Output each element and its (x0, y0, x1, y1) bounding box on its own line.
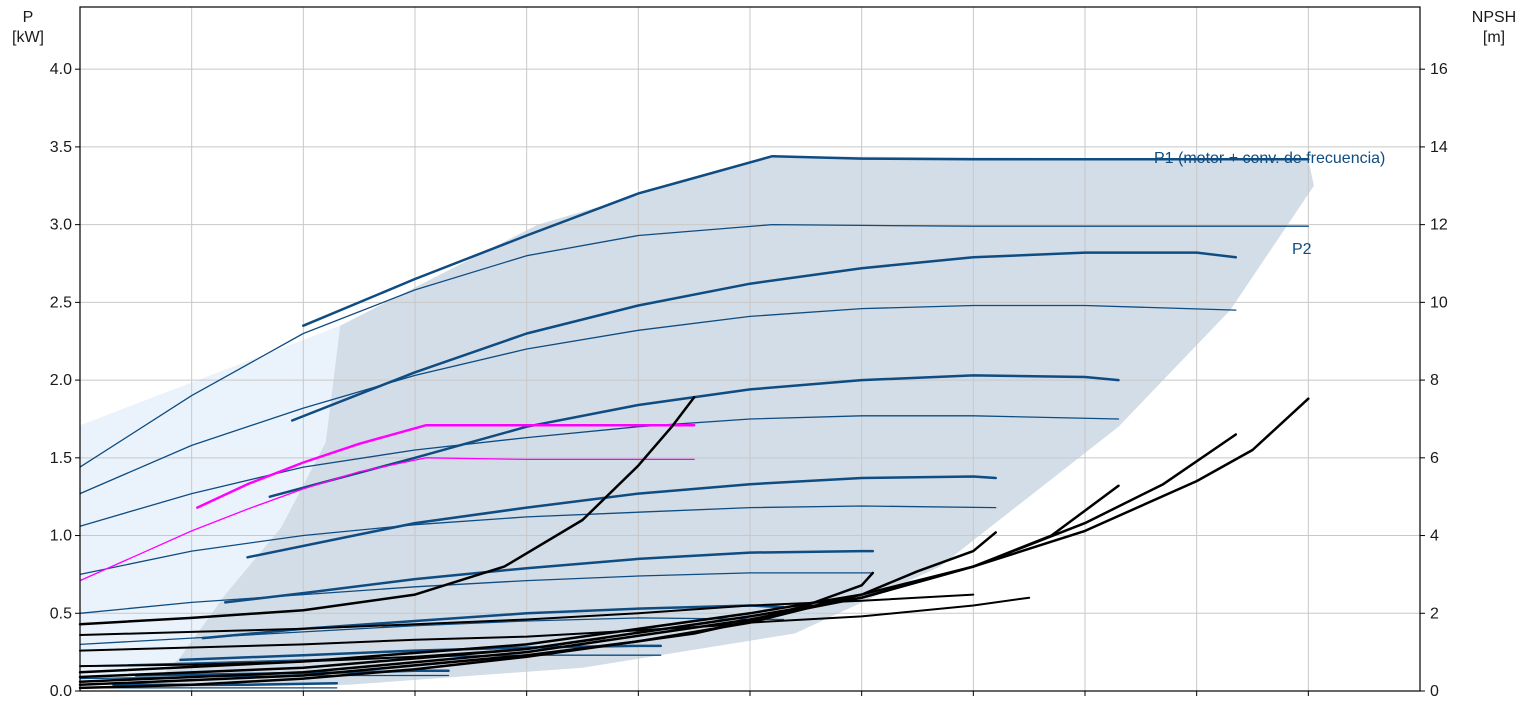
left-axis-tick-label: 1.0 (50, 528, 72, 545)
p2-max-curve (79, 223, 1309, 468)
right-axis-tick-label: 6 (1430, 450, 1439, 467)
power-curve (79, 505, 997, 576)
p1-series-label: P1 (motor + conv. de frecuencia) (1154, 150, 1385, 167)
left-axis-tick-label: 1.5 (50, 450, 72, 467)
right-axis-title: NPSH (1472, 9, 1516, 26)
right-axis-tick-label: 16 (1430, 61, 1448, 78)
right-axis-tick-label: 8 (1430, 372, 1439, 389)
right-axis-tick-label: 14 (1430, 139, 1448, 156)
p2-series-label: P2 (1292, 241, 1312, 258)
power-curve (134, 669, 450, 677)
highlighted-power-curve (196, 423, 696, 509)
left-axis-tick-label: 0.5 (50, 605, 72, 622)
npsh-curve (78, 395, 696, 626)
power-curve (79, 304, 1237, 495)
right-axis-tick-label: 4 (1430, 528, 1439, 545)
left-axis-unit: [kW] (12, 29, 44, 46)
left-axis-tick-label: 2.0 (50, 372, 72, 389)
power-curve (268, 374, 1120, 498)
left-axis-tick-label: 4.0 (50, 61, 72, 78)
light-operating-region (80, 325, 341, 688)
npsh-curve (79, 593, 975, 636)
right-axis-tick-label: 0 (1430, 683, 1439, 700)
left-axis-tick-label: 0.0 (50, 683, 72, 700)
right-axis-unit: [m] (1483, 29, 1505, 46)
npsh-curve (78, 397, 1310, 674)
left-axis-title: P (23, 9, 34, 26)
left-axis-tick-label: 3.5 (50, 139, 72, 156)
npsh-curve (79, 596, 1031, 652)
power-curve (79, 572, 874, 614)
power-curve (246, 475, 997, 559)
left-axis-tick-label: 3.0 (50, 217, 72, 234)
power-curve (79, 415, 1120, 527)
power-curve (79, 674, 450, 680)
right-axis-tick-label: 2 (1430, 605, 1439, 622)
power-curve (290, 251, 1238, 422)
p1-max-curve (302, 154, 1310, 327)
power-curve (223, 549, 875, 604)
highlighted-power-curve (79, 457, 695, 582)
right-axis-tick-label: 10 (1430, 294, 1448, 311)
left-axis-tick-label: 2.5 (50, 294, 72, 311)
power-curve (79, 617, 785, 646)
right-axis-tick-label: 12 (1430, 217, 1448, 234)
npsh-curve (78, 433, 1238, 679)
npsh-curve (79, 637, 606, 668)
operating-envelope-region (149, 156, 1314, 688)
